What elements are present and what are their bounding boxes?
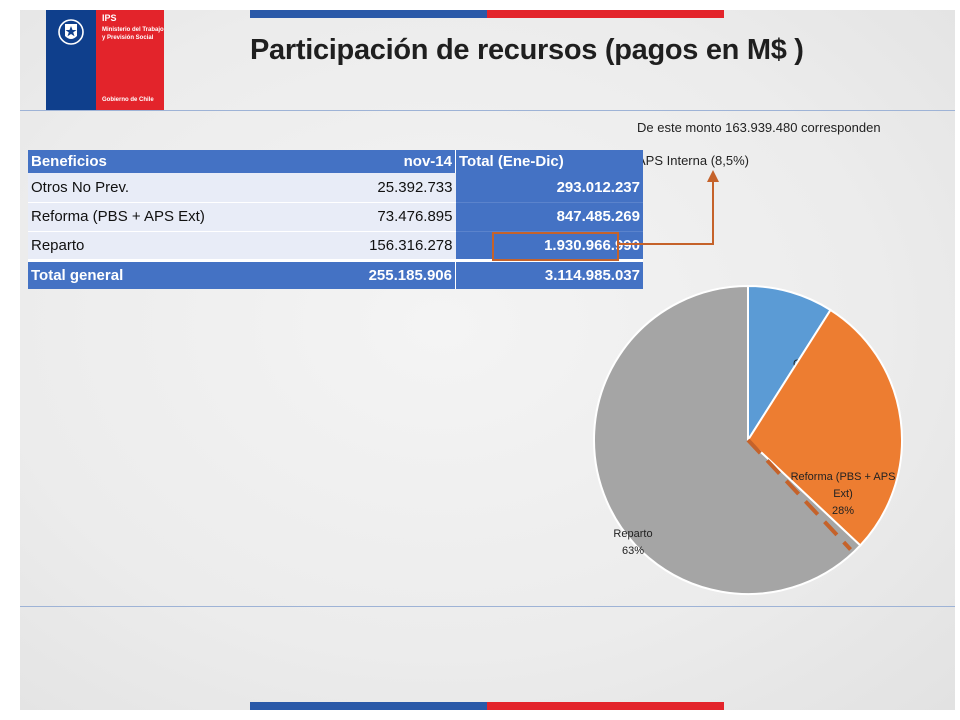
row-nov-value: 73.476.895: [292, 202, 456, 232]
header-total: Total (Ene-Dic): [455, 150, 643, 173]
pie-percent-label: 63%: [622, 545, 644, 557]
bottom-stripe-red: [487, 702, 724, 710]
table-header-row: Beneficios nov-14 Total (Ene-Dic): [28, 150, 643, 173]
header-beneficios: Beneficios: [28, 150, 292, 173]
row-label: Reparto: [28, 231, 292, 261]
pie-slice-label: Reforma (PBS + APS: [791, 471, 896, 483]
row-total-value: 293.012.237: [455, 173, 643, 203]
row-nov-value: 25.392.733: [292, 173, 456, 203]
header-divider: [20, 110, 955, 111]
bottom-stripe-blue: [250, 702, 487, 710]
logo-ministry-line2: y Previsión Social: [102, 35, 154, 41]
table-row: Reparto 156.316.278 1.930.966.990: [28, 231, 643, 261]
row-nov-value: 156.316.278: [292, 231, 456, 261]
header-nov-14: nov-14: [292, 150, 456, 173]
row-label: Otros No Prev.: [28, 173, 292, 203]
pie-slice-2: [593, 284, 862, 595]
logo-org: IPS: [102, 13, 117, 23]
pie-slice-0: [747, 284, 832, 444]
table-row: Otros No Prev. 25.392.733 293.012.237: [28, 173, 643, 203]
note-line2: APS Interna (8,5%): [637, 153, 749, 168]
page-title: Participación de recursos (pagos en M$ ): [250, 34, 804, 66]
table-total-row: Total general 255.185.906 3.114.985.037: [28, 258, 643, 289]
logo-blue-panel: [46, 10, 96, 110]
logo-ministry-line1: Ministerio del Trabajo: [102, 27, 164, 33]
row-label: Reforma (PBS + APS Ext): [28, 202, 292, 232]
pie-slice-label: Reparto: [613, 528, 652, 540]
pie-slice-1: [746, 308, 903, 547]
note-line1: De este monto 163.939.480 corresponden: [637, 120, 881, 135]
coat-of-arms-icon: [58, 19, 84, 45]
total-label: Total general: [28, 258, 292, 289]
total-nov-value: 255.185.906: [292, 258, 456, 289]
pie-percent-label: 28%: [832, 505, 854, 517]
aps-interna-dashed-line: [746, 438, 853, 551]
row-total-value-highlighted: 1.930.966.990: [455, 231, 643, 261]
total-total-value: 3.114.985.037: [455, 258, 643, 289]
table-row: Reforma (PBS + APS Ext) 73.476.895 847.4…: [28, 202, 643, 232]
row-total-value: 847.485.269: [455, 202, 643, 232]
pie-slice-label: Ext): [833, 488, 853, 500]
government-logo: IPS Ministerio del Trabajo y Previsión S…: [46, 10, 164, 110]
beneficios-table: Beneficios nov-14 Total (Ene-Dic) Otros …: [28, 150, 643, 289]
logo-government: Gobierno de Chile: [102, 97, 154, 103]
logo-red-panel: IPS Ministerio del Trabajo y Previsión S…: [96, 10, 164, 110]
top-stripe-blue: [250, 10, 487, 18]
footer-divider: [20, 606, 955, 607]
top-stripe-red: [487, 10, 724, 18]
